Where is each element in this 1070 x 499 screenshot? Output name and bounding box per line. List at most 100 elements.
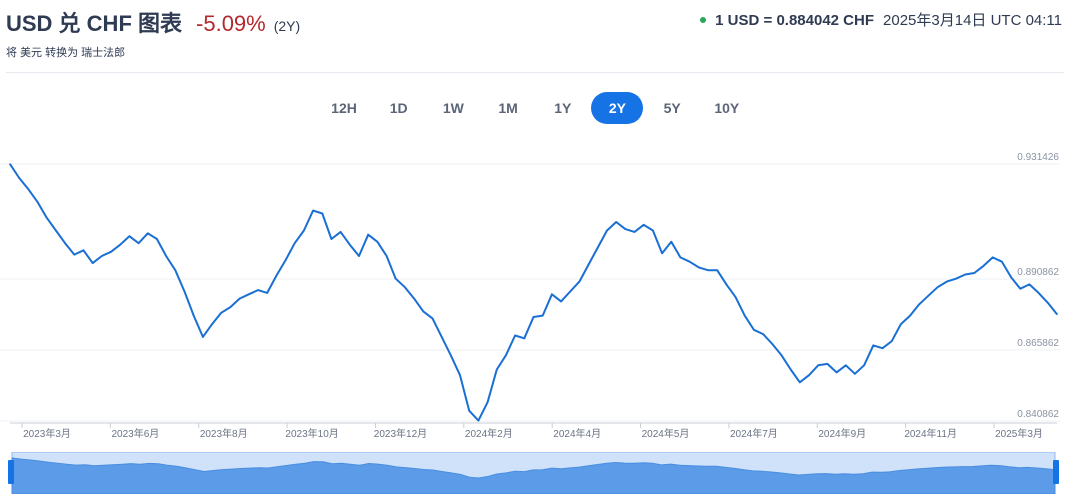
data-point — [450, 354, 452, 357]
data-point — [82, 249, 85, 252]
data-point — [385, 255, 388, 257]
navigator-right-handle[interactable] — [1053, 460, 1059, 484]
data-point — [652, 229, 654, 232]
data-point — [284, 259, 287, 262]
data-point — [1056, 313, 1058, 315]
data-point — [890, 340, 893, 342]
data-point — [642, 224, 645, 226]
data-point — [808, 374, 810, 377]
data-point — [275, 275, 278, 277]
tab-12h[interactable]: 12H — [331, 100, 357, 116]
data-point — [101, 255, 103, 257]
data-point — [541, 314, 544, 317]
data-point — [945, 280, 948, 283]
x-tick-label: 2024年7月 — [730, 427, 778, 440]
data-point — [293, 242, 296, 245]
y-tick-label: 0.865862 — [1017, 338, 1059, 349]
data-point — [486, 401, 489, 403]
conversion-subtitle: 将 美元 转换为 瑞士法郎 — [6, 47, 126, 59]
data-point — [211, 323, 213, 325]
x-tick-label: 2023年10月 — [285, 427, 338, 440]
data-point — [936, 286, 939, 289]
data-point — [505, 354, 507, 357]
data-point — [523, 337, 526, 340]
percent-change: -5.09% — [196, 11, 266, 36]
header-divider — [6, 72, 1064, 73]
data-point — [661, 252, 663, 254]
tab-1w[interactable]: 1W — [442, 100, 464, 116]
data-point — [698, 266, 700, 269]
data-point — [716, 269, 718, 272]
exchange-rate: 1 USD = 0.884042 CHF — [715, 12, 875, 29]
data-point — [615, 221, 617, 223]
data-point — [771, 343, 774, 345]
line-chart[interactable]: 0.931426 0.890862 0.865862 0.840862 2023年3月 2… — [0, 140, 1070, 445]
data-point — [257, 289, 259, 291]
range-navigator[interactable] — [0, 452, 1070, 494]
data-point — [174, 269, 177, 272]
tab-1d[interactable]: 1D — [389, 100, 408, 116]
data-point — [440, 336, 443, 338]
x-tick-label: 2024年5月 — [642, 427, 690, 440]
data-point — [991, 256, 994, 259]
tab-1m[interactable]: 1M — [498, 100, 518, 116]
tab-2y[interactable]: 2Y — [591, 92, 644, 124]
y-tick-label: 0.890862 — [1017, 267, 1059, 278]
data-point — [982, 265, 985, 267]
data-point — [688, 260, 691, 263]
data-point — [247, 293, 250, 296]
data-point — [725, 283, 728, 286]
y-tick-label: 0.931426 — [1017, 152, 1059, 163]
data-point — [624, 228, 627, 230]
data-point — [183, 290, 186, 293]
navigator-left-handle[interactable] — [8, 460, 14, 484]
data-point — [854, 372, 856, 375]
data-point — [165, 255, 167, 257]
data-point — [192, 314, 195, 317]
data-point — [27, 188, 30, 191]
data-point — [238, 297, 241, 300]
data-point — [900, 323, 902, 325]
live-status-dot-icon — [700, 17, 707, 23]
data-point — [64, 242, 66, 245]
data-point — [560, 300, 562, 303]
data-point — [367, 233, 369, 236]
x-tick-label: 2024年4月 — [553, 427, 601, 440]
data-point — [349, 243, 351, 246]
period-label: (2Y) — [273, 18, 301, 34]
data-point — [826, 363, 829, 365]
data-point — [137, 242, 140, 245]
tab-10y[interactable]: 10Y — [714, 100, 740, 116]
data-point — [18, 177, 20, 179]
data-point — [835, 371, 838, 374]
data-point — [330, 238, 333, 240]
data-point — [817, 364, 820, 367]
data-point — [514, 334, 516, 337]
data-point — [110, 250, 112, 253]
data-point — [229, 306, 232, 308]
data-point — [881, 347, 884, 350]
data-point — [863, 364, 865, 367]
data-point — [909, 314, 911, 317]
tab-5y[interactable]: 5Y — [663, 100, 681, 116]
data-point — [606, 229, 608, 232]
data-point — [266, 292, 268, 294]
data-point — [633, 231, 636, 233]
data-point — [1037, 292, 1040, 294]
data-point — [358, 255, 360, 257]
y-tick-label: 0.840862 — [1017, 409, 1059, 420]
data-point — [551, 293, 553, 296]
x-tick-label: 2023年3月 — [23, 427, 71, 440]
data-point — [1010, 276, 1012, 279]
data-point — [707, 269, 709, 272]
rate-timestamp: 2025年3月14日 UTC 04:11 — [883, 12, 1062, 29]
data-point — [973, 272, 976, 274]
data-point — [303, 229, 305, 232]
data-point — [119, 243, 122, 246]
data-point — [780, 354, 783, 357]
tab-1y[interactable]: 1Y — [554, 100, 572, 116]
data-point — [422, 310, 425, 313]
data-point — [376, 241, 379, 243]
data-point — [128, 235, 131, 237]
data-point — [670, 241, 673, 243]
